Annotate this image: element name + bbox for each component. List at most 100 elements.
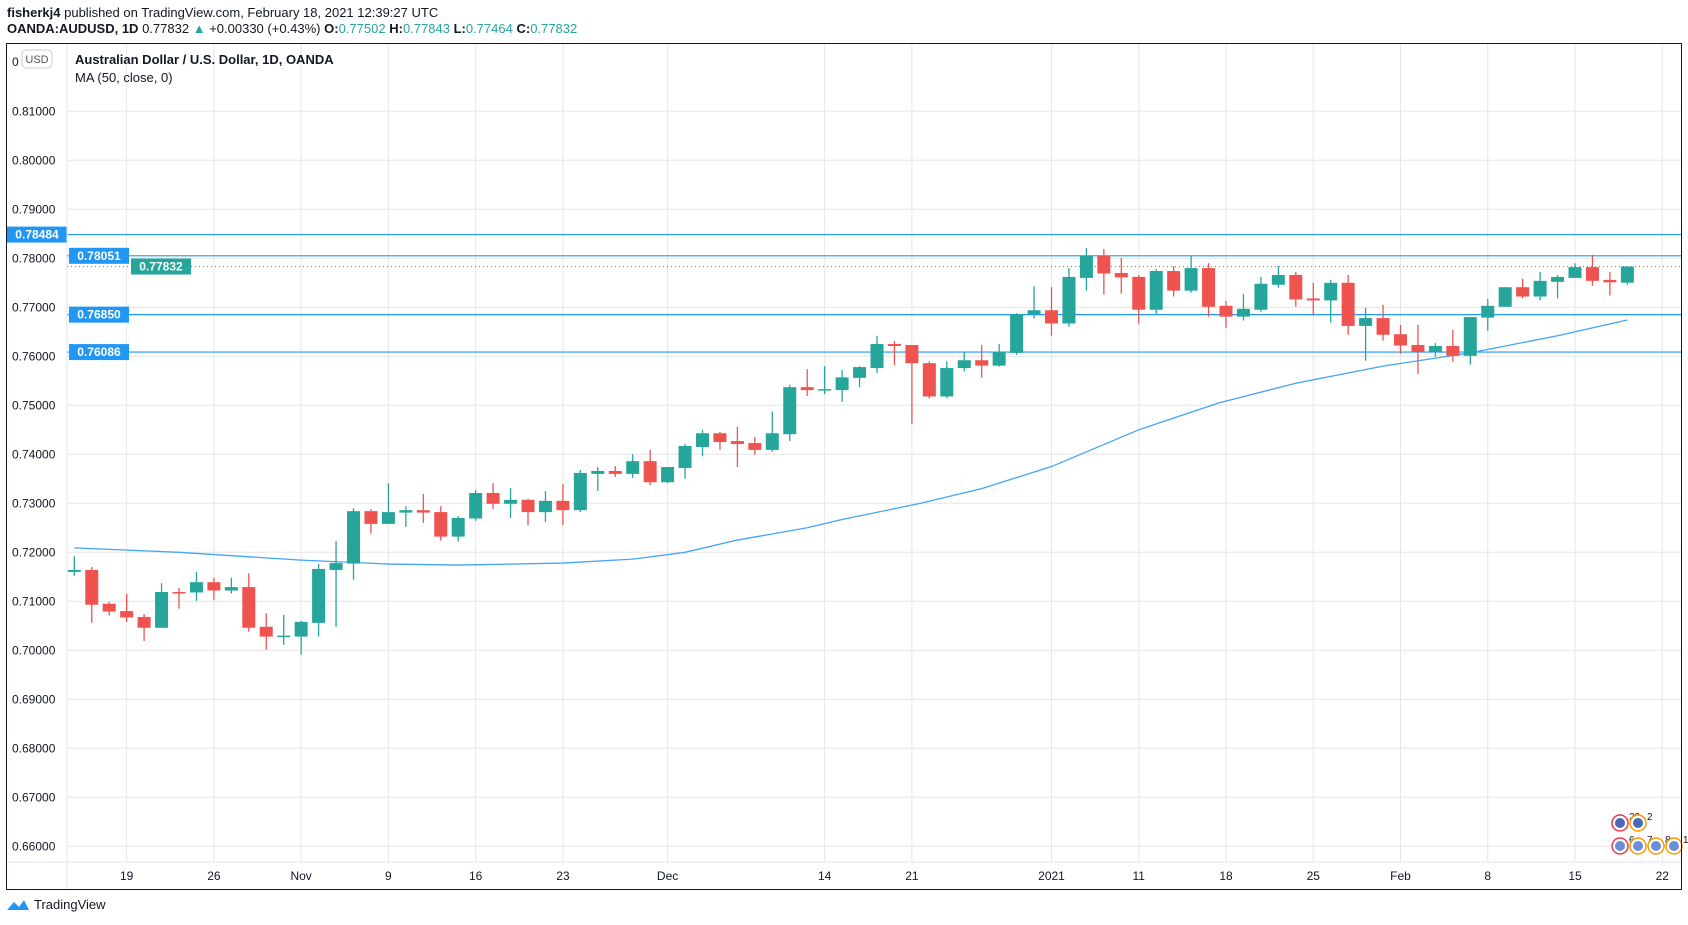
candle-body-down	[120, 611, 134, 618]
candle-body-down	[85, 569, 99, 605]
price-tick-label: 0.67000	[12, 790, 56, 804]
author[interactable]: fisherkj4	[7, 5, 61, 20]
candle-body-up	[661, 467, 675, 483]
candle-body-up	[469, 493, 483, 519]
candle-body-down	[800, 387, 814, 391]
event-flag-icon	[1633, 818, 1643, 828]
candle-body-up	[853, 367, 867, 378]
grid	[67, 44, 1681, 862]
candle-body-up	[347, 511, 360, 564]
time-tick-label: Feb	[1390, 869, 1411, 883]
candle-body-down	[713, 433, 727, 443]
candle-body-up	[1568, 267, 1582, 278]
time-tick-label: 2021	[1038, 869, 1065, 883]
candle-body-up	[1027, 310, 1041, 315]
level-tag-label: 0.76086	[77, 345, 121, 359]
candle-body-up	[224, 587, 238, 591]
published-text: published on TradingView.com, February 1…	[64, 5, 439, 20]
candle-body-up	[940, 368, 954, 397]
candle-body-up	[1428, 346, 1442, 352]
price-tick-label: 0.76000	[12, 349, 56, 363]
tradingview-logo-icon	[7, 899, 29, 910]
candle-body-up	[451, 518, 465, 537]
price-tick-label: 0.80000	[12, 153, 56, 167]
candle-body-up	[1551, 276, 1565, 282]
price-tick-label: 0.70000	[12, 643, 56, 657]
time-tick-label: 25	[1307, 869, 1321, 883]
candle-body-down	[242, 587, 256, 628]
time-tick-label: Dec	[657, 869, 678, 883]
price-tick-label: 0.79000	[12, 202, 56, 216]
time-tick-label: 21	[905, 869, 919, 883]
candle-body-up	[870, 344, 884, 369]
open-label: O:	[324, 21, 339, 36]
candle-body-up	[957, 360, 971, 369]
candles	[67, 248, 1634, 655]
time-tick-label: Nov	[290, 869, 311, 883]
price-tick-label: 0.73000	[12, 496, 56, 510]
event-count: 1	[1683, 835, 1688, 846]
candle-body-up	[155, 591, 169, 628]
time-tick-label: 15	[1568, 869, 1582, 883]
event-count: 2	[1647, 812, 1653, 823]
candle-body-up	[1010, 314, 1024, 353]
indicator-label[interactable]: MA (50, close, 0)	[75, 70, 173, 85]
candle-body-down	[1306, 298, 1320, 301]
up-arrow-icon: ▲	[192, 21, 206, 36]
candle-body-up	[1359, 318, 1373, 326]
candle-body-up	[67, 569, 81, 572]
candle-body-down	[1341, 282, 1355, 326]
price-axis[interactable]: 0.81000 0.80000 0.79000 0.78000 0.77000 0.760…	[12, 104, 56, 853]
candle-body-up	[1062, 276, 1076, 324]
candle-body-down	[1097, 255, 1111, 274]
publish-info: fisherkj4 published on TradingView.com, …	[7, 5, 438, 20]
time-tick-label: 16	[469, 869, 483, 883]
candle-body-down	[608, 470, 622, 474]
open-value: 0.77502	[338, 21, 386, 36]
candle-body-up	[591, 470, 605, 474]
candle-body-up	[504, 499, 518, 504]
price-change: +0.00330 (+0.43%)	[209, 21, 321, 36]
time-tick-label: 8	[1484, 869, 1491, 883]
time-axis[interactable]: 19 26 Nov 9 16 23 Dec 14 21 2021 11 18 25 Feb 8 15 22	[120, 869, 1669, 883]
candle-body-down	[364, 511, 378, 524]
time-tick-label: 11	[1133, 869, 1146, 883]
candle-body-down	[556, 500, 570, 511]
economic-events[interactable]: 2326781	[1611, 812, 1688, 855]
candle-body-down	[137, 616, 151, 628]
candle-body-up	[312, 568, 326, 623]
candle-body-up	[1149, 271, 1163, 310]
usd-badge[interactable]: USD	[21, 49, 53, 69]
candle-body-down	[416, 510, 430, 513]
event-flag-icon	[1615, 818, 1625, 828]
candle-body-up	[1463, 317, 1477, 356]
candle-body-down	[486, 493, 500, 504]
footer: TradingView	[6, 897, 106, 912]
candle-body-up	[1620, 266, 1634, 283]
candle-body-up	[626, 461, 640, 474]
event-flag-icon	[1651, 841, 1661, 851]
level-tag	[7, 226, 67, 243]
event-flag-icon	[1615, 841, 1625, 851]
candle-body-down	[207, 582, 221, 591]
time-tick-label: 22	[1656, 869, 1670, 883]
level-tag-label: 0.76850	[77, 308, 121, 322]
candle-body-down	[922, 363, 936, 397]
candle-body-down	[1411, 345, 1425, 352]
price-tick-label: 0.81000	[12, 104, 56, 118]
candle-body-up	[992, 351, 1006, 366]
candle-body-down	[1394, 334, 1407, 346]
candle-body-down	[1132, 276, 1146, 310]
candle-body-down	[1202, 268, 1216, 307]
candle-body-up	[1498, 287, 1512, 307]
candle-body-down	[172, 591, 186, 594]
candle-body-down	[887, 344, 901, 347]
level-tag-label: 0.78484	[15, 228, 59, 242]
candle-body-up	[678, 445, 692, 469]
candle-body-up	[818, 389, 832, 391]
candle-body-up	[1079, 255, 1093, 278]
candle-body-down	[748, 443, 762, 450]
price-tick-label: 0.75000	[12, 398, 56, 412]
price-tick-label: 0.66000	[12, 839, 56, 853]
